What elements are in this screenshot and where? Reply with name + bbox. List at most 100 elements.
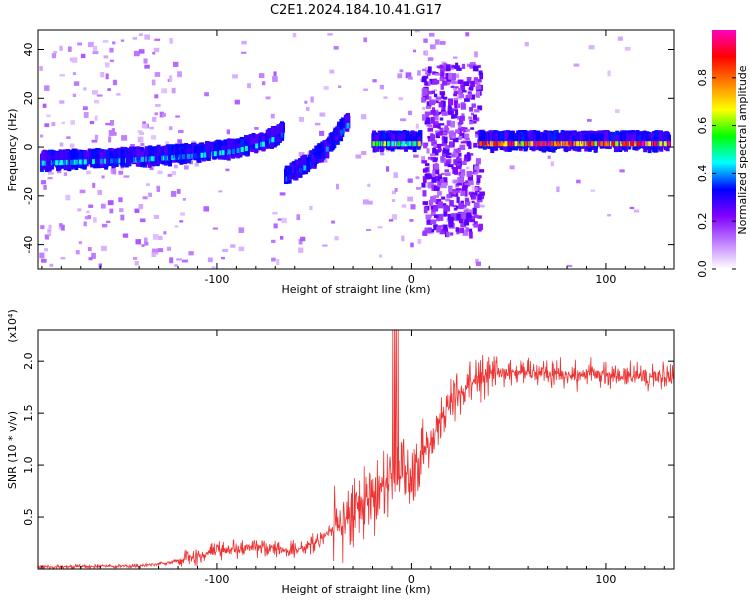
spectrogram-cell (648, 141, 652, 147)
spectrogram-cell (46, 114, 51, 118)
spectrogram-cell (323, 159, 328, 163)
spectrogram-cell (438, 213, 444, 221)
spectrogram-cell (41, 151, 46, 164)
spectrogram-cell (272, 212, 278, 215)
spectrogram-cell (475, 258, 479, 263)
spectrogram-cell (304, 100, 308, 104)
spectrogram-cell (421, 182, 426, 188)
spectrogram-cell (154, 72, 161, 77)
spectrogram-cell (103, 55, 109, 59)
spectrogram-cell (277, 133, 281, 139)
spectrogram-cell (159, 111, 164, 118)
spectrogram-cell (424, 50, 428, 56)
spectrogram-cell (184, 165, 189, 170)
spectrogram-cell (602, 141, 606, 147)
spectrogram-cell (421, 96, 426, 103)
spectrogram-cell (222, 248, 229, 253)
spectrogram-cell (455, 193, 459, 197)
spectrogram-cell (152, 116, 157, 122)
spectrogram-cell (478, 169, 485, 173)
spectrogram-cell (453, 97, 459, 101)
spectrogram-cell (59, 142, 64, 147)
spectrogram-cell (405, 72, 412, 79)
spectrogram-cell (410, 204, 416, 210)
spectrogram-cell (465, 166, 470, 170)
spectrogram-cell (408, 76, 413, 80)
spectrogram-cell (59, 223, 63, 227)
spectrogram-cell (443, 136, 448, 144)
spectrogram-cell (547, 132, 552, 144)
spectrogram-cell (439, 178, 445, 183)
spectrogram-cell (453, 100, 458, 106)
spectrogram-cell (427, 66, 432, 74)
spectrogram-cell (386, 133, 391, 146)
spectrogram-cell (363, 37, 367, 43)
spectrogram-cell (407, 178, 413, 183)
spectrogram-cell (234, 99, 240, 105)
spectrogram-cell (39, 66, 43, 71)
spectrogram-cell (100, 245, 107, 252)
snr-y-multiplier: (x10⁴) (6, 309, 19, 343)
spectrogram-cell (126, 149, 131, 163)
spectrogram-cell (323, 86, 329, 90)
spectrogram-cell (141, 244, 145, 247)
spectrogram-cell (555, 133, 560, 144)
spectrogram-cell (206, 152, 210, 158)
spectrogram-cell (189, 160, 193, 165)
spectrogram-cell (463, 81, 470, 87)
spectrogram-cell (372, 79, 377, 83)
spectrogram-cells (39, 30, 672, 269)
spectrogram-cell (469, 194, 475, 198)
spectrogram-cell (504, 141, 508, 147)
spectrogram-cell (478, 204, 485, 208)
spectrogram-cell (438, 123, 445, 126)
snr-series-line (38, 330, 674, 569)
spectrogram-cell (588, 45, 595, 50)
spectrogram-cell (427, 156, 432, 160)
spectrogram-cell (462, 140, 467, 143)
spectrogram-cell (453, 93, 458, 97)
spectrogram-cell (467, 91, 472, 94)
spectrogram-cell (58, 226, 63, 230)
spectrogram-cell (144, 241, 149, 246)
spectrogram-cell (120, 39, 125, 42)
spectrogram-cell (161, 112, 166, 117)
spectrogram-cell (149, 126, 154, 130)
spectrogram-cell (590, 141, 594, 147)
spectrogram-cell (188, 251, 194, 256)
spectrogram-cell (428, 136, 432, 140)
spectrogram-cell (630, 134, 635, 146)
spectrogram-cell (430, 196, 434, 202)
spectrogram-cell (431, 184, 437, 191)
spectrogram-cell (469, 121, 474, 125)
spectrogram-cell (84, 216, 89, 220)
spectrogram-cell (458, 87, 462, 95)
spectrogram-cell (417, 141, 421, 147)
spectrogram-cell (61, 121, 65, 125)
spectrogram-cell (625, 141, 629, 147)
spectrogram-cell (339, 118, 344, 135)
spectrogram-cell (346, 122, 350, 128)
colorbar-tick-label: 0.6 (696, 117, 709, 135)
spectrogram-cell (473, 142, 478, 148)
spectrogram-cell (417, 239, 422, 244)
spectrogram-cell (338, 85, 342, 88)
spectrogram-cell (96, 158, 100, 164)
spectrogram-cell (391, 214, 398, 220)
spectrogram-cell (391, 141, 395, 147)
spectrogram-cell (83, 112, 89, 118)
spectrogram-cell (390, 133, 395, 148)
spectrogram-cell (438, 148, 443, 151)
spectrogram-cell (238, 246, 245, 252)
spectrogram-cell (473, 169, 477, 173)
spectrogram-cell (276, 259, 280, 265)
spectrogram-cell (78, 151, 83, 167)
spectrogram-cell (121, 158, 125, 164)
spectrogram-cell (460, 84, 466, 91)
spectrogram-cell (481, 141, 485, 147)
spectrogram-cell (465, 208, 469, 211)
spectrogram-cell (452, 213, 458, 221)
spectrogram-cell (72, 93, 77, 98)
spectrogram-cell (103, 152, 108, 166)
spectrogram-cell (211, 266, 216, 269)
